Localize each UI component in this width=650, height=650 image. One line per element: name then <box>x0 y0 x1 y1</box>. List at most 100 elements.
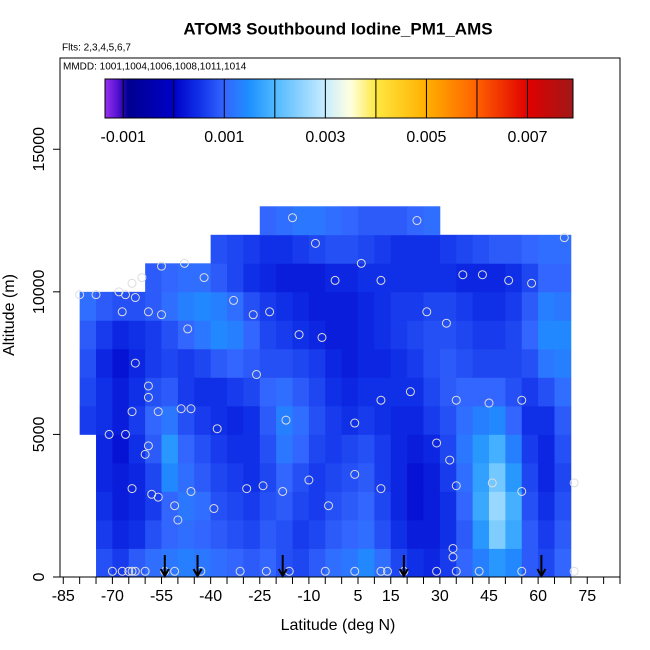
sample-point <box>235 566 245 576</box>
y-tick-label: 5000 <box>31 417 48 453</box>
sample-point <box>186 486 196 496</box>
heat-cell <box>407 234 424 264</box>
heat-cell <box>554 320 572 350</box>
heat-cell <box>276 291 293 321</box>
heat-cell <box>96 434 113 464</box>
heat-cell <box>472 348 490 378</box>
sample-point <box>130 358 140 368</box>
sample-point <box>173 515 183 525</box>
heat-cell <box>374 548 392 578</box>
heat-cell <box>538 377 555 407</box>
heat-cell <box>390 491 408 521</box>
heat-cell <box>243 234 261 264</box>
heat-cell <box>374 462 392 492</box>
sample-point <box>75 290 85 300</box>
heat-cell <box>112 377 130 407</box>
heat-cell <box>145 519 162 549</box>
heat-cell <box>489 263 506 293</box>
heat-cell <box>243 548 261 578</box>
heat-cell <box>227 291 244 321</box>
heat-cell <box>308 405 326 435</box>
heat-cell <box>96 519 113 549</box>
heat-cell <box>145 548 162 578</box>
heat-cell <box>390 434 408 464</box>
sample-point <box>209 504 219 514</box>
heat-cell <box>505 519 523 549</box>
sample-point <box>242 484 252 494</box>
sample-point <box>186 404 196 414</box>
heat-cell <box>112 462 130 492</box>
sample-point <box>261 566 271 576</box>
heat-cell <box>341 548 359 578</box>
sample-point <box>569 566 579 576</box>
colorbar-tick-label: 0.007 <box>507 129 547 146</box>
heat-cell <box>145 434 162 464</box>
annotation: Flts: 2,3,4,5,6,7 <box>62 43 131 54</box>
heat-cell <box>227 462 244 492</box>
x-tick-label: 15 <box>382 588 400 605</box>
heat-cell <box>341 263 359 293</box>
heat-cell <box>456 263 474 293</box>
heat-cell <box>407 263 424 293</box>
heat-cell <box>341 491 359 521</box>
heat-cell <box>521 263 539 293</box>
heat-cell <box>79 348 97 378</box>
heat-cell <box>472 462 490 492</box>
heatmap <box>79 206 572 578</box>
heat-cell <box>554 462 572 492</box>
y-tick-label: 15000 <box>31 127 48 172</box>
sample-point <box>405 387 415 397</box>
heat-cell <box>276 491 293 521</box>
heat-cell <box>423 377 441 407</box>
heat-cell <box>505 234 523 264</box>
heat-cell <box>341 405 359 435</box>
heat-cell <box>243 491 261 521</box>
heat-cell <box>243 405 261 435</box>
heat-cell <box>472 434 490 464</box>
sample-point <box>317 332 327 342</box>
heat-cell <box>341 377 359 407</box>
heat-cell <box>145 320 162 350</box>
sample-point <box>517 486 527 496</box>
sample-point <box>448 543 458 553</box>
heat-cell <box>325 377 343 407</box>
heat-cell <box>128 462 146 492</box>
heat-cell <box>112 434 130 464</box>
heat-cell <box>112 291 130 321</box>
heat-cell <box>374 291 392 321</box>
heat-cell <box>341 234 359 264</box>
heat-cell <box>128 348 146 378</box>
heat-cell <box>358 491 375 521</box>
sample-point <box>248 310 258 320</box>
heat-cell <box>161 405 179 435</box>
heat-cell <box>259 320 277 350</box>
heat-cell <box>456 320 474 350</box>
sample-point <box>376 275 386 285</box>
heat-cell <box>210 377 228 407</box>
sample-point <box>127 484 137 494</box>
heat-cell <box>259 377 277 407</box>
heat-cell <box>358 377 375 407</box>
heat-cell <box>439 405 457 435</box>
heat-cell <box>161 348 179 378</box>
heat-cell <box>243 263 261 293</box>
heat-cell <box>374 491 392 521</box>
heat-cell <box>407 405 424 435</box>
sample-point <box>117 307 127 317</box>
sample-point <box>183 324 193 334</box>
sample-point <box>477 270 487 280</box>
heat-cell <box>325 206 343 236</box>
heat-cell <box>423 405 441 435</box>
heat-cell <box>210 234 228 264</box>
heat-cell <box>276 263 293 293</box>
heat-cell <box>243 434 261 464</box>
sample-point <box>153 407 163 417</box>
heat-cell <box>308 434 326 464</box>
heat-cell <box>243 320 261 350</box>
heat-cell <box>423 491 441 521</box>
heat-cell <box>259 519 277 549</box>
sample-point <box>451 481 461 491</box>
heat-cell <box>276 234 293 264</box>
heat-cell <box>407 519 424 549</box>
sample-point <box>281 415 291 425</box>
